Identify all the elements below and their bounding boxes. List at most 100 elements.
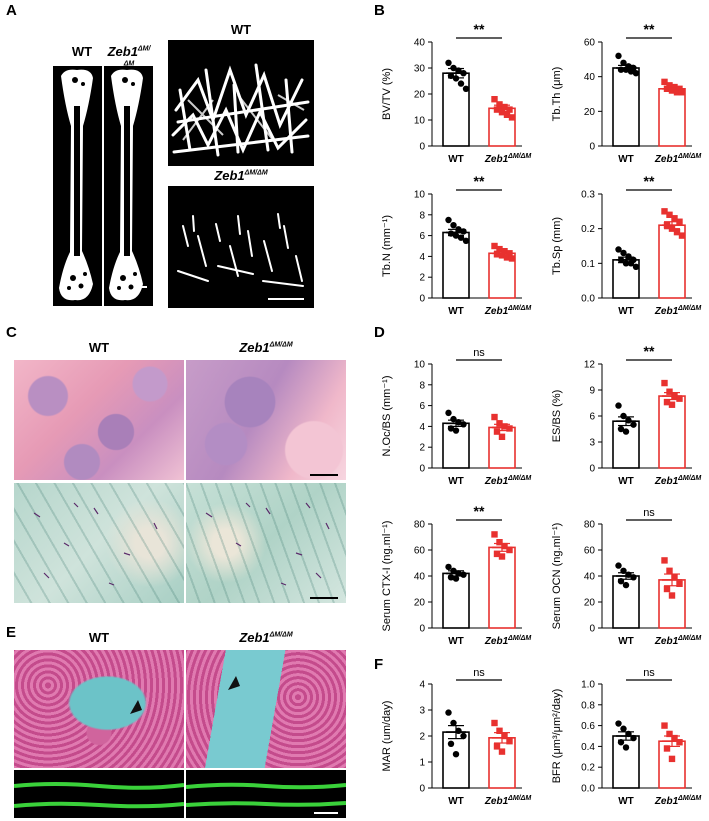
goldner-stain-wt-image [14,650,184,768]
data-point-wt [627,68,635,75]
significance-label: ** [644,343,655,359]
data-point-mut [496,101,503,108]
data-point-mut [671,83,678,91]
goldner-label-mut: Zeb1ΔM/ΔM [239,630,293,645]
y-tick-label: 0 [419,464,425,475]
chart-es-bs: ES/BS (%) 0 3 6 9 12 WT Zeb1ΔM/ΔM ** [551,343,701,487]
data-point-mut [503,254,511,261]
data-point-mut [498,553,506,560]
data-point-mut [496,420,503,427]
significance-label: ** [644,173,655,189]
data-point-wt [622,66,630,73]
data-point-wt [615,562,622,569]
data-point-mut [666,388,673,395]
data-point-wt [615,720,622,727]
microct-label-wt: WT [230,22,252,37]
bar-mut [658,579,686,629]
data-point-mut [498,433,506,440]
data-point-mut [493,251,501,258]
y-tick-label: 60 [584,546,596,557]
y-tick-label: 0 [419,142,425,153]
y-tick-label: 8 [419,380,425,391]
he-stain-wt-image [14,360,184,480]
y-tick-label: 10 [414,116,426,127]
y-tick-label: 0.8 [581,700,595,711]
chart-ocn: Serum OCN (ng.ml⁻¹) 0 20 40 60 80 WT Zeb1ΔM/ΔM n… [551,507,701,647]
data-point-wt [617,425,625,433]
histology-label-mut: Zeb1ΔM/ΔM [239,340,293,355]
data-point-wt [625,253,632,260]
histology-label-wt: WT [88,340,110,355]
y-axis-label: BFR (μm³/μm²/day) [551,689,563,784]
y-tick-label: 20 [414,598,426,609]
y-tick-label: 2 [419,732,425,743]
data-point-mut [676,395,683,402]
data-point-wt [617,578,625,585]
data-point-mut [661,557,668,564]
data-point-mut [501,423,508,430]
y-tick-label: 20 [584,107,596,118]
y-tick-label: 80 [414,520,426,531]
data-point-mut [506,250,513,257]
data-point-mut [491,531,498,538]
data-point-mut [666,82,673,89]
chart-ctx-i: Serum CTX-I (ng.ml⁻¹) 0 20 40 60 80 WT Zeb1ΔM/Δ… [381,503,531,647]
x-tick-label: WT [448,154,464,165]
y-tick-label: 4 [419,422,425,433]
x-tick-label: WT [618,306,634,317]
goldner-stain-mut-image [186,650,346,768]
y-tick-label: 6 [419,231,425,242]
y-tick-label: 2 [419,273,425,284]
bar-mut [658,88,686,147]
data-point-mut [506,738,513,745]
data-point-mut [671,574,678,581]
data-point-wt [617,256,625,264]
data-point-mut [663,398,671,406]
bar-wt [442,731,470,789]
significance-label: ns [473,347,485,359]
significance-label: ns [643,667,655,679]
y-tick-label: 2 [419,443,425,454]
y-tick-label: 0.3 [581,190,595,201]
y-tick-label: 10 [414,190,426,201]
x-tick-label: Zeb1ΔM/ΔM [484,795,532,807]
x-tick-label: WT [448,636,464,647]
x-tick-label: Zeb1ΔM/ΔM [654,153,702,165]
data-point-wt [452,575,460,582]
data-point-wt [452,427,460,434]
data-point-mut [673,89,681,96]
y-axis-label: MAR (um/day) [381,701,393,772]
data-point-wt [450,222,457,229]
data-point-wt [622,581,630,589]
data-point-wt [455,67,462,74]
data-point-wt [620,412,627,420]
bar-wt [612,420,640,469]
data-point-mut [498,252,506,259]
data-point-mut [493,743,501,750]
data-point-wt [450,567,457,574]
y-tick-label: 80 [584,520,596,531]
trabecular-3d-mut-image [168,186,314,308]
data-point-wt [455,727,462,734]
data-point-wt [617,739,625,746]
y-tick-label: 60 [584,38,596,49]
x-tick-label: WT [618,636,634,647]
panel-letter-d: D [374,324,385,341]
data-point-mut [491,719,498,727]
data-point-wt [447,230,455,237]
goldner-label-wt: WT [88,630,110,645]
significance-label: ** [474,21,485,37]
data-point-mut [498,748,506,755]
data-point-mut [506,106,513,113]
data-point-wt [450,415,457,423]
y-tick-label: 10 [414,360,426,371]
trabecular-3d-wt-image [168,40,314,166]
chart-tb-sp: Tb.Sp (mm) 0.0 0.1 0.2 0.3 WT Zeb1ΔM/ΔM ** [551,173,701,317]
bar-mut [488,737,516,789]
data-point-wt [452,75,460,82]
significance-label: ns [643,507,655,519]
chart-bv-tv: BV/TV (%) 0 10 20 30 40 WT Zeb1ΔM/ΔM ** [381,21,531,165]
x-tick-label: WT [618,154,634,165]
data-point-wt [455,226,462,233]
y-tick-label: 0.2 [581,224,595,235]
